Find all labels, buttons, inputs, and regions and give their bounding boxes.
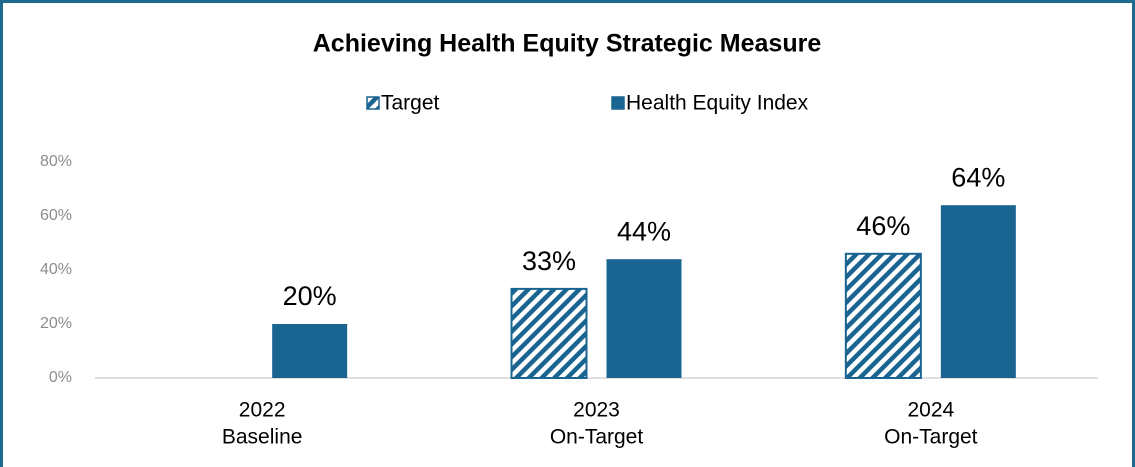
bar xyxy=(940,205,1016,378)
legend-label: Health Equity Index xyxy=(626,92,809,115)
data-label: 64% xyxy=(951,162,1005,192)
data-label: 44% xyxy=(617,216,671,246)
y-tick-label: 40% xyxy=(40,261,72,278)
legend-swatch xyxy=(611,96,625,110)
x-tick-label: 2022 xyxy=(239,399,286,422)
legend-swatch xyxy=(366,96,380,110)
bar xyxy=(272,324,348,378)
y-tick-label: 80% xyxy=(40,153,72,170)
x-tick-label: 2024 xyxy=(907,399,954,422)
legend-label: Target xyxy=(381,92,440,115)
bar xyxy=(510,287,588,379)
y-tick-label: 0% xyxy=(49,369,72,386)
x-tick-label: 2023 xyxy=(573,399,620,422)
data-label: 33% xyxy=(522,246,576,276)
y-tick-label: 60% xyxy=(40,207,72,224)
data-label: 20% xyxy=(283,281,337,311)
y-tick-label: 20% xyxy=(40,315,72,332)
data-label: 46% xyxy=(856,211,910,241)
x-tick-label: Baseline xyxy=(222,426,303,449)
bar xyxy=(606,259,682,378)
chart-title: Achieving Health Equity Strategic Measur… xyxy=(313,30,822,58)
x-tick-label: On-Target xyxy=(884,426,978,449)
bar xyxy=(844,252,922,379)
x-tick-label: On-Target xyxy=(550,426,644,449)
